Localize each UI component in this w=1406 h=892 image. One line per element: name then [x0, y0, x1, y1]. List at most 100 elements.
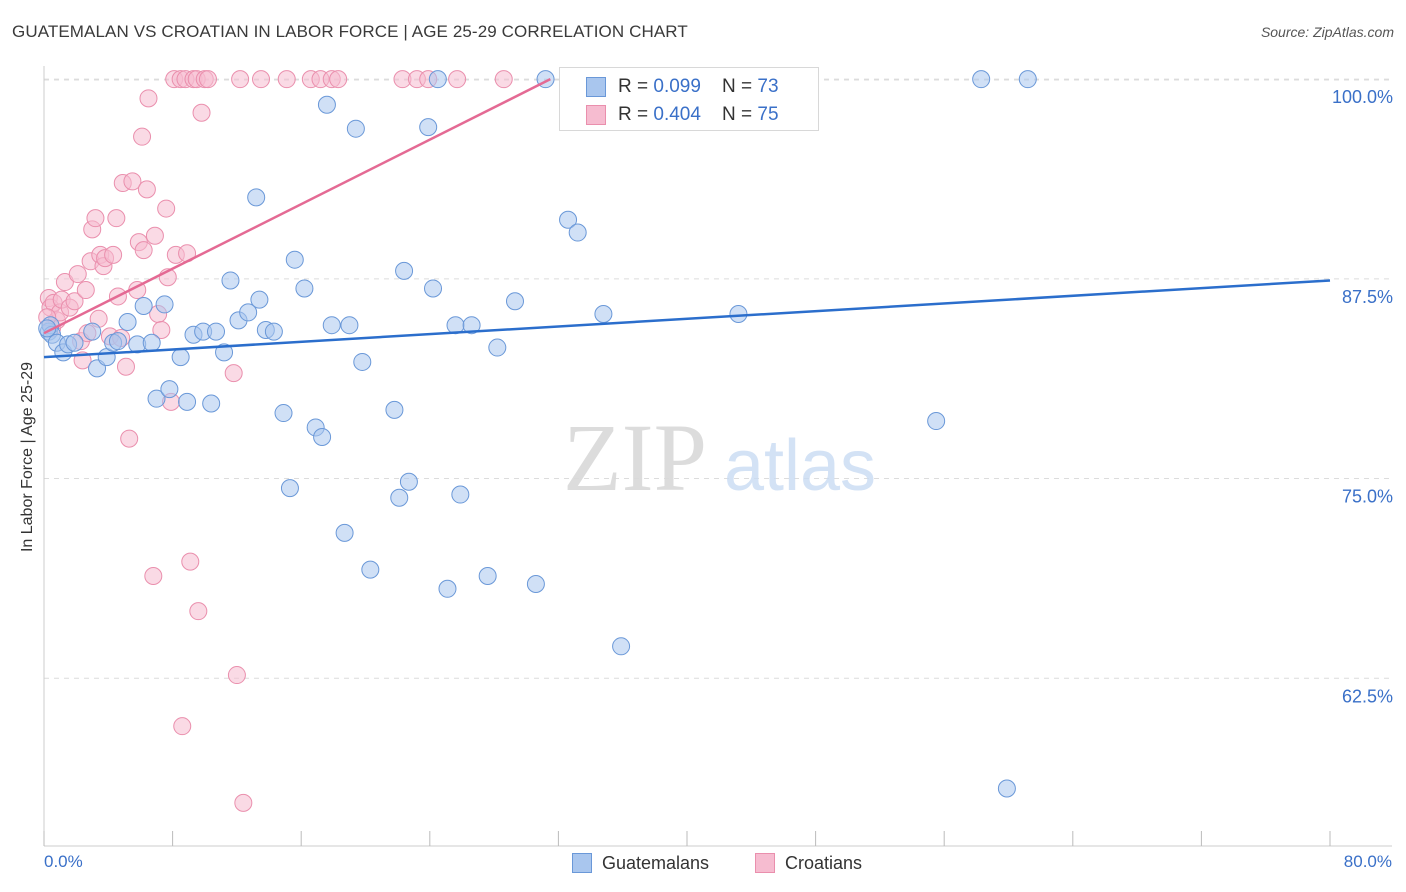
croatian-point: [144, 567, 163, 586]
guatemalan-point: [385, 400, 404, 419]
guatemalan-point: [526, 575, 545, 593]
guatemalan-point: [340, 316, 359, 335]
croatian-point: [189, 602, 208, 621]
guatemalan-point: [428, 70, 447, 89]
croatian-point: [231, 70, 250, 89]
croatian-point: [76, 281, 95, 300]
croatian-point: [139, 89, 158, 108]
croatian-point: [133, 127, 152, 146]
guatemalan-point: [505, 292, 524, 311]
croatian-point: [494, 70, 513, 89]
guatemalan-point: [559, 210, 578, 229]
y-axis-label: In Labor Force | Age 25-29: [19, 361, 36, 553]
bottom-legend-label: Croatians: [785, 853, 863, 873]
guatemalan-point: [322, 316, 341, 335]
guatemalan-point: [335, 523, 354, 542]
guatemalan-point: [247, 188, 266, 207]
croatian-point: [329, 70, 348, 89]
legend-r-value: 0.404: [653, 104, 701, 125]
croatian-point: [137, 180, 156, 199]
chart-title: GUATEMALAN VS CROATIAN IN LABOR FORCE | …: [12, 22, 688, 41]
y-tick-label: 100.0%: [1332, 87, 1393, 107]
croatian-point: [252, 70, 271, 89]
guatemalan-point: [160, 380, 179, 399]
guatemalan-point: [285, 250, 304, 269]
croatian-point: [173, 717, 192, 736]
guatemalans-points: [38, 70, 1037, 798]
guatemalan-point: [997, 779, 1016, 798]
guatemalan-point: [424, 279, 443, 298]
guatemalan-point: [612, 637, 631, 656]
croatian-point: [152, 320, 171, 339]
legend-n-label: N =: [722, 76, 758, 97]
guatemalan-point: [178, 392, 197, 411]
guatemalan-point: [171, 348, 190, 367]
guatemalan-point: [390, 488, 409, 507]
watermark-zip: ZIP: [563, 404, 707, 511]
guatemalan-point: [134, 297, 153, 316]
guatemalan-point: [399, 472, 418, 491]
guatemalan-point: [264, 322, 283, 341]
croatian-point: [157, 199, 176, 218]
guatemalan-point: [488, 338, 507, 357]
croatian-point: [65, 292, 84, 311]
guatemalan-point: [274, 404, 293, 423]
x-tick-label-min: 0.0%: [44, 852, 83, 871]
croatian-point: [227, 666, 246, 685]
guatemalans-trend-line: [43, 279, 1331, 359]
guatemalan-point: [250, 290, 269, 309]
guatemalan-point: [462, 316, 481, 335]
guatemalan-point: [419, 118, 438, 137]
legend-swatch-blue: [586, 77, 606, 97]
watermark-atlas: atlas: [724, 426, 876, 506]
croatian-point: [123, 172, 142, 191]
guatemalan-point: [594, 305, 613, 324]
croatian-point: [192, 103, 211, 122]
bottom-legend-guatemalans: Guatemalans: [572, 853, 709, 874]
croatian-point: [68, 265, 87, 284]
y-tick-labels: 100.0% 87.5% 75.0% 62.5%: [1332, 87, 1393, 706]
croatian-point: [120, 429, 139, 448]
croatian-point: [224, 364, 243, 383]
guatemalan-point: [202, 394, 221, 413]
croatian-point: [198, 70, 217, 89]
guatemalan-point: [83, 322, 102, 341]
axes: [43, 66, 1392, 847]
croatian-point: [107, 209, 126, 228]
guatemalan-point: [729, 305, 748, 324]
guatemalan-point: [65, 333, 84, 352]
croatian-point: [134, 241, 153, 260]
croatian-point: [181, 552, 200, 571]
guatemalan-point: [118, 313, 137, 331]
grid-lines: [44, 78, 1392, 679]
guatemalan-point: [295, 279, 314, 298]
guatemalan-point: [361, 560, 380, 579]
guatemalan-point: [142, 333, 161, 352]
croatians-trend-line: [43, 78, 551, 335]
legend-n-value: 73: [757, 76, 779, 97]
guatemalan-point: [346, 119, 365, 138]
guatemalan-point: [207, 322, 226, 341]
guatemalan-point: [353, 352, 372, 371]
croatian-point: [234, 793, 253, 812]
guatemalan-point: [313, 428, 332, 447]
croatian-point: [55, 273, 74, 292]
guatemalan-point: [239, 303, 258, 322]
y-tick-label: 75.0%: [1342, 487, 1393, 507]
guatemalan-point: [395, 261, 414, 280]
croatian-point: [277, 70, 296, 89]
legend-swatch-pink: [586, 105, 606, 125]
legend-n-value: 75: [757, 104, 779, 125]
guatemalan-point: [972, 70, 991, 89]
bottom-legend-label: Guatemalans: [602, 853, 710, 873]
guatemalan-point: [147, 389, 166, 408]
legend-r-value: 0.099: [653, 76, 701, 97]
legend-r-label: R =: [618, 104, 654, 125]
croatian-point: [145, 226, 164, 245]
croatian-point: [86, 209, 105, 228]
y-tick-label: 87.5%: [1342, 287, 1393, 307]
croatian-point: [448, 70, 467, 89]
guatemalan-point: [438, 579, 457, 598]
legend-r-label: R =: [618, 76, 654, 97]
